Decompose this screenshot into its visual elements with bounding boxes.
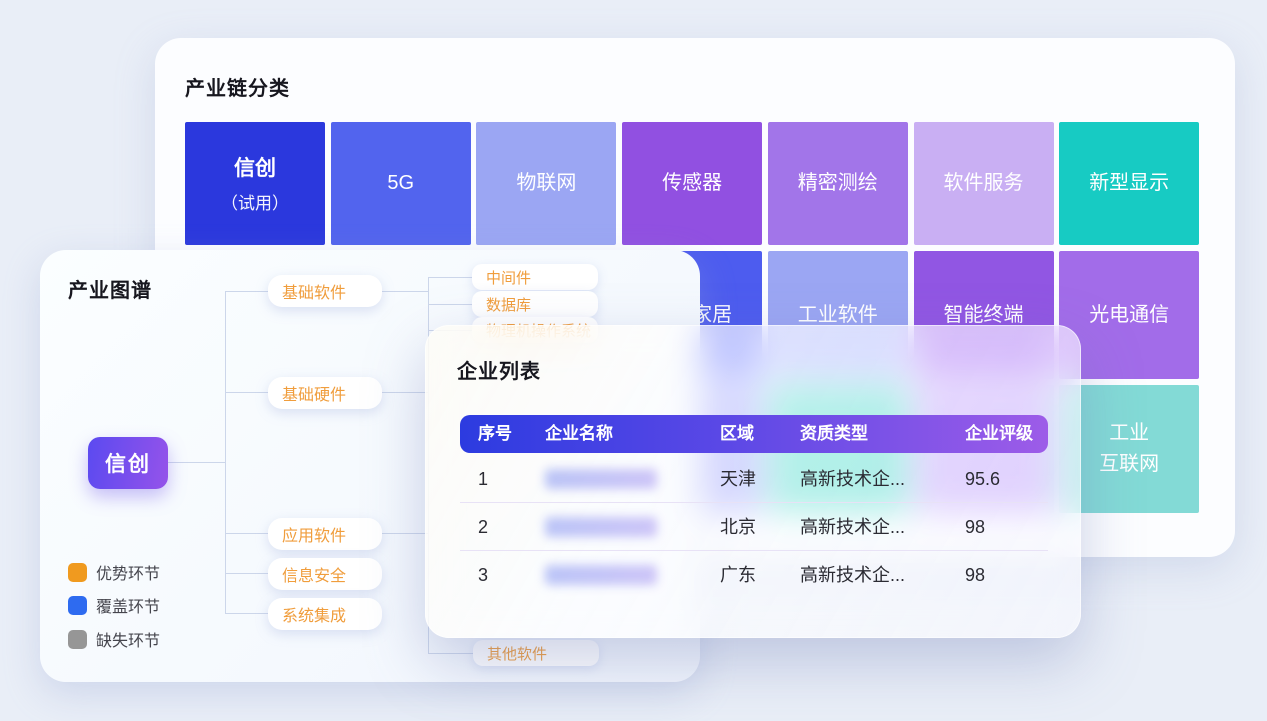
- table-row-3[interactable]: 3 广东 高新技术企... 98: [460, 551, 1048, 599]
- tile-5G[interactable]: 5G: [330, 122, 471, 245]
- column-header-资质类型: 资质类型: [800, 424, 868, 443]
- tile-label: 5G: [387, 172, 415, 194]
- column-header-企业评级: 企业评级: [965, 424, 1033, 443]
- tree-line: [382, 533, 428, 534]
- tree-line: [428, 277, 472, 278]
- tree-branch-基础硬件[interactable]: 基础硬件: [268, 377, 382, 409]
- tree-line: [225, 533, 268, 534]
- tree-child-数据库[interactable]: 数据库: [472, 291, 598, 317]
- tile-新型显示[interactable]: 新型显示: [1059, 122, 1200, 245]
- tree-branch-系统集成[interactable]: 系统集成: [268, 598, 382, 630]
- cell-index: 2: [478, 517, 489, 537]
- table-row-2[interactable]: 2 北京 高新技术企... 98: [460, 503, 1048, 551]
- table-row-1[interactable]: 1 天津 高新技术企... 95.6: [460, 455, 1048, 503]
- tree-child-其他软件[interactable]: 其他软件: [473, 640, 599, 666]
- tree-line: [168, 462, 225, 463]
- tree-line: [225, 573, 268, 574]
- tree-line: [225, 613, 268, 614]
- tile-label: 工业软件: [797, 303, 878, 326]
- cell-region: 广东: [720, 565, 756, 585]
- column-header-区域: 区域: [720, 424, 754, 443]
- legend-swatch: [68, 629, 87, 649]
- cell-qualification: 高新技术企...: [800, 565, 906, 585]
- tree-line: [382, 392, 428, 393]
- tile-label: 智能终端: [943, 303, 1024, 326]
- tile-label: 光电通信: [1089, 303, 1170, 326]
- legend-label: 覆盖环节: [96, 599, 161, 616]
- cell-name-redacted: [545, 565, 657, 585]
- tree-branch-基础软件[interactable]: 基础软件: [268, 275, 382, 307]
- tree-line: [428, 304, 472, 305]
- tile-物联网[interactable]: 物联网: [476, 122, 617, 245]
- tree-branch-应用软件[interactable]: 应用软件: [268, 518, 382, 550]
- tree-line: [428, 653, 473, 654]
- tile-label: 精密测绘: [797, 172, 878, 194]
- cell-name-redacted: [545, 517, 657, 537]
- legend-item-缺失环节: 缺失环节: [68, 627, 160, 651]
- enterprise-list-modal: 企业列表 序号 企业名称 区域 资质类型 企业评级 1 天津 高新技术企... 95.6 2 北京…: [425, 325, 1081, 638]
- legend-item-优势环节: 优势环节: [68, 560, 160, 584]
- tree-root-node[interactable]: 信创: [88, 437, 168, 489]
- tile-信创[interactable]: 信创 （试用）: [185, 122, 325, 245]
- tile-工业互联网[interactable]: 工业 互联网: [1059, 385, 1200, 513]
- tree-branch-信息安全[interactable]: 信息安全: [268, 558, 382, 590]
- tile-label: 传感器: [662, 172, 723, 194]
- legend-label: 优势环节: [96, 566, 161, 583]
- tile-label-line: 互联网: [1099, 453, 1160, 475]
- tree-line: [225, 291, 226, 614]
- tile-label: 信创: [234, 156, 276, 180]
- tree-line: [382, 291, 428, 292]
- legend-item-覆盖环节: 覆盖环节: [68, 593, 160, 617]
- legend-label: 缺失环节: [96, 633, 161, 650]
- cell-region: 北京: [720, 517, 756, 537]
- cell-rating: 98: [965, 565, 986, 585]
- cell-qualification: 高新技术企...: [800, 517, 906, 537]
- tile-sublabel: （试用）: [221, 194, 289, 214]
- tile-label: 物联网: [516, 172, 577, 194]
- cell-index: 1: [478, 469, 489, 489]
- cell-index: 3: [478, 565, 489, 585]
- column-header-序号: 序号: [478, 424, 512, 443]
- tree-line: [225, 291, 268, 292]
- tile-软件服务[interactable]: 软件服务: [913, 122, 1054, 245]
- tree-line: [225, 392, 268, 393]
- tile-label-line: 工业: [1109, 422, 1150, 444]
- table-header-row: 序号 企业名称 区域 资质类型 企业评级: [460, 415, 1048, 453]
- tile-label: 新型显示: [1089, 172, 1170, 194]
- cell-rating: 95.6: [965, 469, 1001, 489]
- cell-region: 天津: [720, 469, 756, 489]
- industry-map-title: 产业图谱: [68, 280, 152, 302]
- tile-光电通信[interactable]: 光电通信: [1059, 251, 1200, 379]
- cell-qualification: 高新技术企...: [800, 469, 906, 489]
- industry-chain-title: 产业链分类: [185, 78, 290, 100]
- enterprise-list-title: 企业列表: [457, 361, 541, 383]
- legend-swatch: [68, 595, 87, 615]
- cell-rating: 98: [965, 517, 986, 537]
- column-header-企业名称: 企业名称: [545, 424, 613, 443]
- cell-name-redacted: [545, 469, 657, 489]
- tile-精密测绘[interactable]: 精密测绘: [767, 122, 908, 245]
- tree-child-中间件[interactable]: 中间件: [472, 264, 598, 290]
- tile-传感器[interactable]: 传感器: [622, 122, 763, 245]
- tile-label: 软件服务: [943, 172, 1024, 194]
- legend-swatch: [68, 562, 87, 582]
